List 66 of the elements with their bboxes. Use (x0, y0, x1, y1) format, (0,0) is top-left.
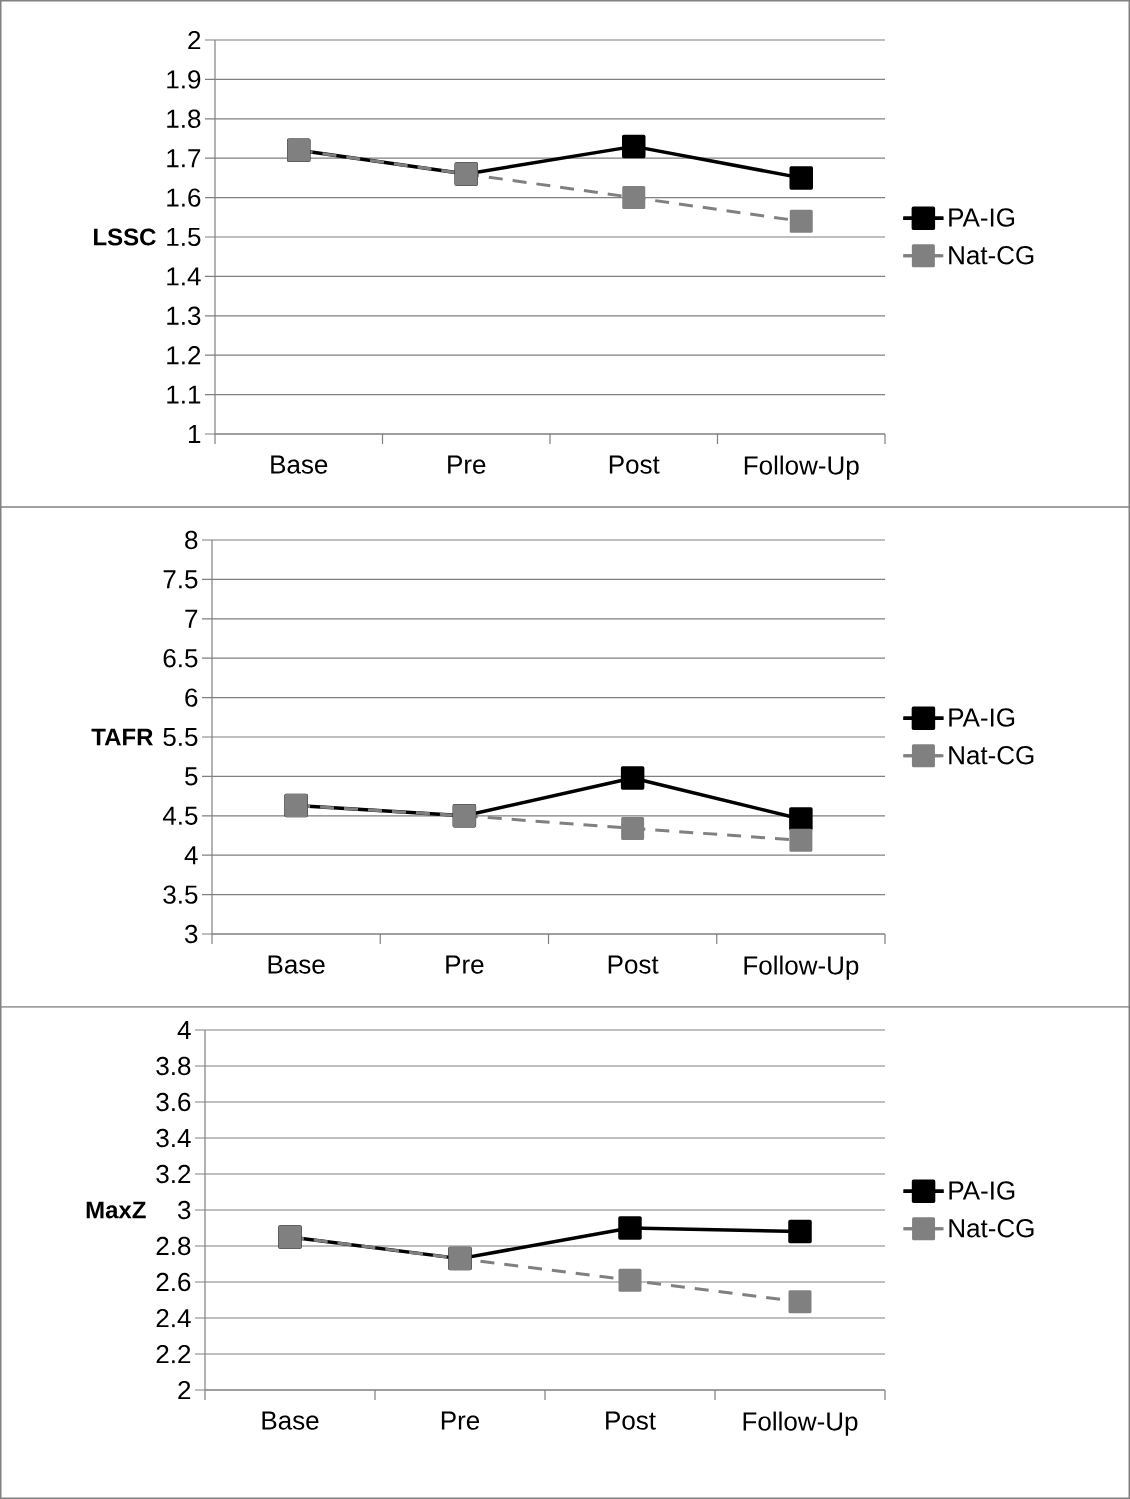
y-tick-label: 1.7 (167, 149, 201, 168)
legend-label: PA-IG (949, 1181, 1015, 1200)
y-tick-label: 4 (184, 846, 198, 865)
y-tick-label: 1.5 (167, 227, 201, 247)
y-tick-label: 8 (185, 530, 198, 550)
point (620, 766, 645, 790)
point (622, 186, 646, 210)
x-tick-label: Follow-Up (744, 955, 859, 980)
y-tick-label: 2.6 (156, 1272, 191, 1292)
y-tick-label: 2 (178, 1380, 191, 1400)
y-tick-label: 1.6 (167, 188, 201, 207)
y-axis-title: LSSC (94, 228, 156, 246)
y-tick-label: 7.5 (163, 570, 198, 589)
y-tick-label: 4 (177, 1021, 191, 1039)
legend-label: Nat-CG (949, 746, 1034, 765)
x-tick-label: Pre (448, 455, 486, 474)
legend-label: PA-IG (949, 708, 1015, 727)
x-tick-label: Post (609, 455, 660, 474)
x-tick-label: Follow-Up (743, 1411, 858, 1436)
y-tick-label: 2.2 (156, 1344, 191, 1364)
x-tick-label: Post (608, 955, 659, 974)
y-tick-label: 3.6 (156, 1092, 191, 1112)
y-tick-label: 3.5 (163, 885, 198, 904)
point (621, 816, 645, 840)
x-tick-label: Pre (446, 955, 484, 974)
y-tick-label: 1.3 (167, 306, 201, 326)
x-tick-label: Pre (441, 1411, 480, 1430)
x-tick-label: Base (268, 955, 325, 974)
y-tick-label: 4.5 (162, 806, 198, 825)
x-tick-label: Follow-Up (744, 455, 859, 480)
y-tick-label: 3.2 (156, 1164, 191, 1184)
point (789, 807, 813, 831)
y-tick-label: 7 (185, 609, 198, 628)
y-tick-label: 1 (188, 425, 201, 443)
y-tick-label: 2 (188, 30, 201, 50)
y-tick-label: 3 (177, 1200, 191, 1220)
y-tick-label: 3 (184, 924, 198, 944)
point (789, 828, 813, 852)
legend-label: PA-IG (949, 208, 1015, 227)
point (618, 1216, 642, 1240)
legend-label: Nat-CG (949, 1219, 1034, 1238)
y-tick-label: 2.8 (156, 1236, 191, 1256)
point (788, 1290, 812, 1314)
y-tick-label: 5.5 (163, 727, 198, 747)
point (622, 134, 646, 159)
y-axis-title: MaxZ (86, 1201, 146, 1219)
y-tick-label: 6 (185, 688, 198, 707)
x-tick-label: Post (606, 1411, 656, 1430)
x-tick-label: Base (262, 1411, 319, 1430)
y-tick-label: 1.9 (167, 70, 201, 89)
y-tick-label: 3.4 (156, 1128, 191, 1148)
y-tick-label: 5 (185, 767, 198, 786)
y-tick-label: 1.1 (167, 385, 201, 404)
y-tick-label: 1.8 (167, 109, 201, 129)
legend-label: Nat-CG (949, 246, 1034, 265)
y-tick-label: 3.8 (156, 1056, 191, 1076)
y-axis-title: TAFR (91, 728, 153, 746)
y-tick-label: 2.4 (156, 1308, 191, 1328)
point (788, 1219, 812, 1244)
y-tick-label: 1.2 (167, 346, 201, 365)
point (789, 209, 813, 233)
y-tick-label: 6.5 (163, 649, 198, 668)
y-tick-label: 1.4 (167, 267, 201, 286)
x-tick-label: Base (271, 455, 328, 474)
point (789, 166, 813, 190)
point (618, 1268, 642, 1292)
